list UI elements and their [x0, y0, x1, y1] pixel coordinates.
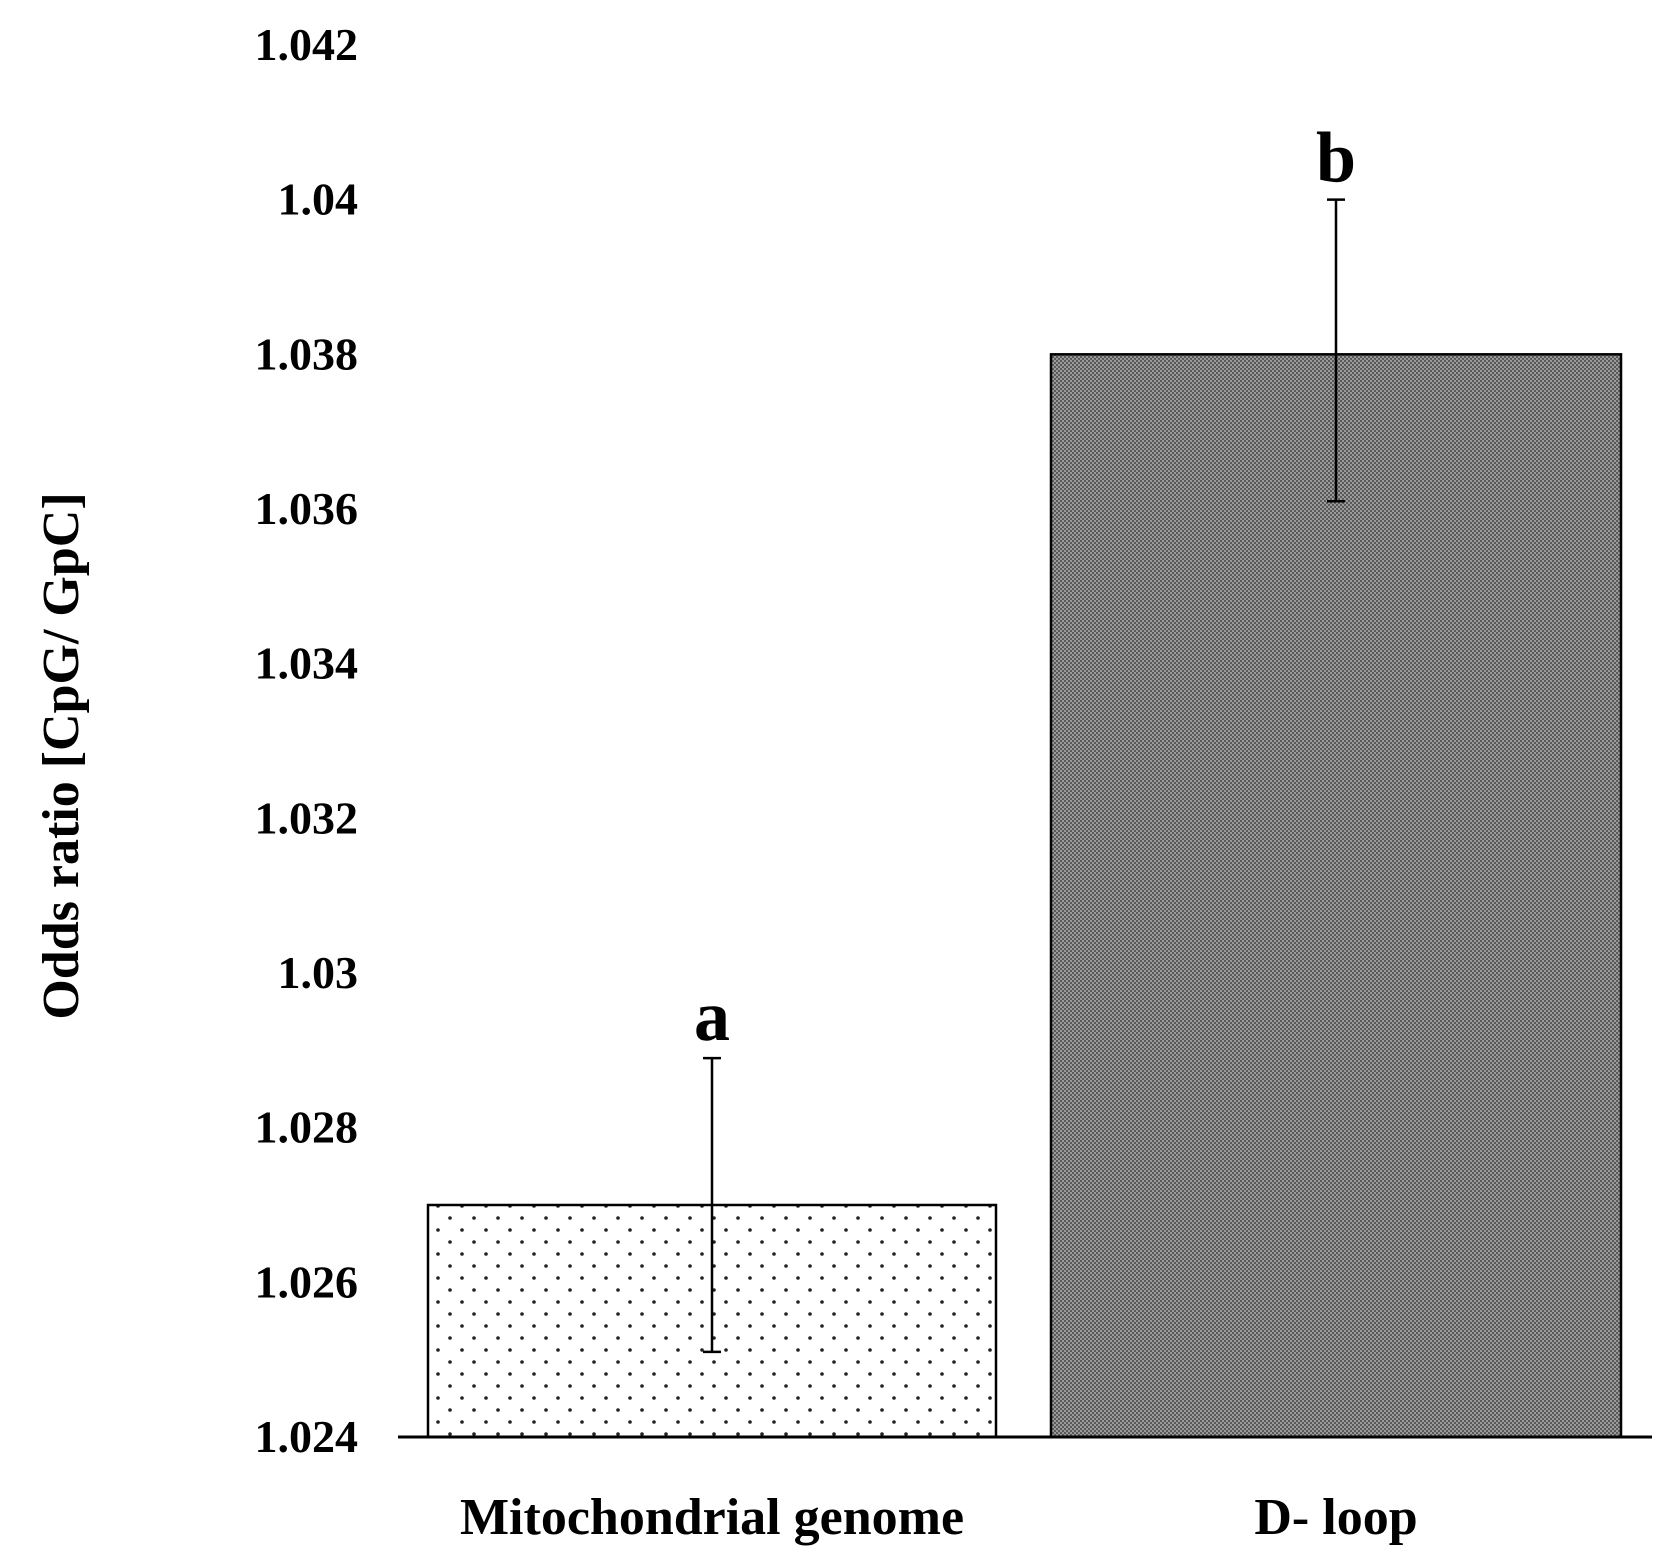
y-tick-label: 1.024 [255, 1411, 359, 1462]
y-axis-tick-labels: 1.024 1.026 1.028 1.03 1.032 1.034 1.036 1.038 1… [255, 19, 359, 1462]
y-tick-label: 1.036 [255, 483, 359, 534]
y-tick-label: 1.032 [255, 792, 359, 843]
y-tick-label: 1.038 [255, 328, 359, 379]
significance-label-a: a [694, 976, 730, 1056]
y-tick-label: 1.04 [278, 174, 359, 225]
y-tick-label: 1.026 [255, 1256, 359, 1307]
x-category-label: Mitochondrial genome [460, 1489, 964, 1546]
y-tick-label: 1.034 [255, 638, 359, 689]
significance-labels-layer: ab [694, 118, 1356, 1056]
error-bars-layer [703, 198, 1345, 1354]
significance-label-b: b [1316, 118, 1356, 198]
x-category-label: D- loop [1254, 1489, 1417, 1546]
x-axis-category-labels: Mitochondrial genome D- loop [460, 1489, 1418, 1546]
y-tick-label: 1.028 [255, 1102, 359, 1153]
bar-2 [1049, 353, 1623, 1439]
bars-layer [426, 353, 1623, 1439]
y-axis-title: Odds ratio [CpG/ GpC] [33, 492, 90, 1019]
y-tick-label: 1.03 [278, 947, 359, 998]
y-tick-label: 1.042 [255, 19, 359, 70]
